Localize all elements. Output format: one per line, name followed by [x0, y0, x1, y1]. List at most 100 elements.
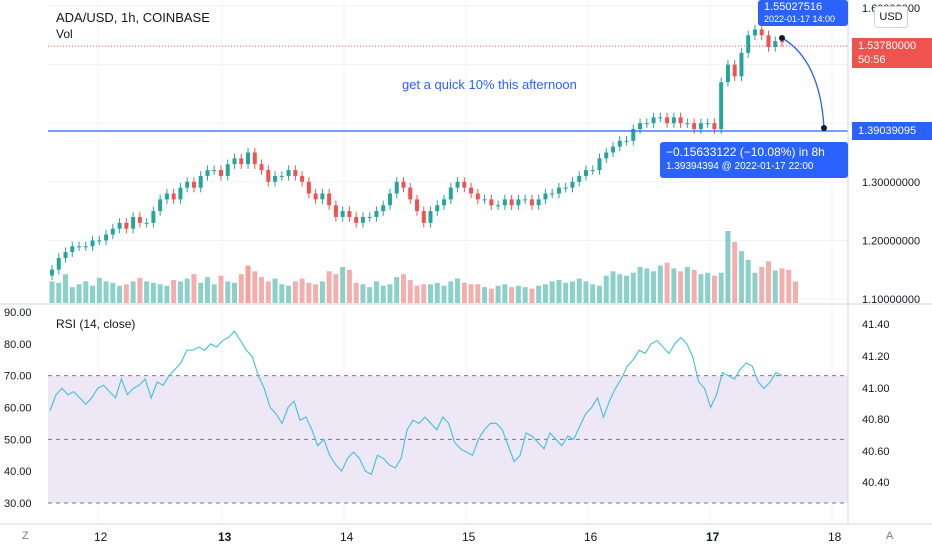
volume-bar — [225, 281, 231, 303]
forecast-end-point — [821, 125, 827, 131]
candle-body — [266, 170, 271, 182]
volume-bar — [299, 278, 305, 303]
candle-body — [306, 181, 311, 194]
forecast-start-datetime: 2022-01-17 14:00 — [764, 14, 836, 24]
volume-bar — [130, 281, 136, 303]
annotation-text[interactable]: get a quick 10% this afternoon — [402, 77, 577, 92]
candle-body — [212, 170, 217, 172]
volume-bar — [772, 270, 778, 303]
volume-bar — [603, 275, 609, 303]
candle-body — [360, 216, 365, 223]
volume-bar — [245, 265, 251, 303]
candle-body — [164, 193, 169, 200]
price-tick-label: 1.30000000 — [862, 177, 920, 189]
candle-body — [232, 158, 237, 165]
volume-bar — [387, 284, 393, 303]
candle-body — [354, 216, 359, 223]
candle-body — [381, 205, 386, 212]
auto-scale-icon[interactable]: A — [886, 530, 894, 542]
volume-bar — [400, 274, 406, 303]
candle-body — [469, 187, 474, 194]
candle-body — [110, 228, 115, 235]
candle-body — [448, 187, 453, 200]
volume-bar — [319, 281, 325, 303]
candle-countdown: 50:56 — [858, 54, 886, 66]
candle-body — [583, 170, 588, 176]
volume-bar — [150, 282, 156, 303]
volume-bar — [522, 287, 528, 303]
volume-bar — [488, 288, 494, 303]
volume-bar — [657, 265, 663, 303]
volume-bar — [279, 284, 285, 303]
volume-bar — [252, 271, 258, 303]
candle-body — [489, 199, 494, 206]
candle-body — [56, 257, 61, 270]
forecast-arrow — [781, 37, 825, 129]
volume-bar — [542, 284, 548, 303]
volume-bar — [745, 259, 751, 303]
candle-body — [374, 211, 379, 217]
volume-bar — [421, 284, 427, 303]
rsi-tick-label: 90.00 — [4, 307, 32, 319]
candle-body — [117, 222, 122, 229]
candle-body — [83, 246, 88, 248]
volume-bar — [738, 251, 744, 303]
candle-body — [759, 29, 764, 36]
candle-body — [225, 164, 230, 176]
volume-bar — [434, 282, 440, 303]
rsi-right-tick-label: 40.40 — [862, 477, 890, 489]
volume-bar — [123, 284, 129, 303]
volume-bar — [698, 274, 704, 303]
candle-body — [455, 181, 460, 188]
rsi-right-tick-label: 40.80 — [862, 414, 890, 426]
rsi-right-tick-label: 41.20 — [862, 351, 890, 363]
candle-body — [678, 117, 683, 124]
volume-bar — [725, 231, 731, 303]
volume-bar — [110, 282, 116, 303]
volume-bar — [198, 282, 204, 303]
volume-bar — [765, 261, 771, 303]
volume-bar — [515, 285, 521, 303]
volume-bar — [292, 281, 298, 303]
rsi-tick-label: 80.00 — [4, 339, 32, 351]
candle-body — [97, 240, 102, 242]
time-tick-label: 17 — [706, 530, 720, 544]
candle-body — [300, 175, 305, 182]
volume-bar — [576, 278, 582, 303]
zoom-icon[interactable]: Z — [22, 530, 29, 542]
candle-body — [327, 193, 332, 206]
candle-body — [732, 64, 737, 77]
rsi-axis-right: 40.40 40.60 40.80 41.00 41.20 41.40 — [862, 319, 890, 489]
candle-body — [475, 193, 480, 200]
volume-bar — [171, 279, 177, 303]
volume-bar — [563, 282, 569, 303]
candle-body — [719, 82, 724, 130]
candle-body — [313, 193, 318, 200]
volume-bar — [684, 267, 690, 303]
volume-bar — [678, 271, 684, 303]
volume-bar — [211, 284, 217, 303]
candle-body — [205, 170, 210, 176]
volume-label: Vol — [56, 27, 73, 41]
currency-button[interactable]: USD — [874, 6, 908, 28]
candle-body — [570, 181, 575, 188]
rsi-tick-label: 70.00 — [4, 371, 32, 383]
candle-body — [246, 152, 251, 165]
candle-body — [773, 41, 778, 48]
candle-body — [671, 117, 676, 124]
candle-body — [347, 211, 352, 217]
forecast-start-price: 1.55027516 — [764, 1, 823, 13]
forecast-start-label[interactable]: 1.55027516 2022-01-17 14:00 — [758, 0, 848, 26]
volume-bar — [759, 267, 765, 303]
volume-bar — [549, 281, 555, 303]
volume-bar — [502, 284, 508, 303]
rsi-label: RSI (14, close) — [56, 317, 136, 331]
candle-body — [90, 240, 95, 247]
volume-bar — [265, 281, 271, 303]
time-tick-label: 16 — [584, 530, 598, 544]
candle-body — [658, 117, 663, 119]
forecast-measure-label[interactable]: −0.15633122 (−10.08%) in 8h 1.39394394 @… — [660, 142, 848, 178]
candle-body — [191, 181, 196, 188]
candle-body — [577, 175, 582, 182]
